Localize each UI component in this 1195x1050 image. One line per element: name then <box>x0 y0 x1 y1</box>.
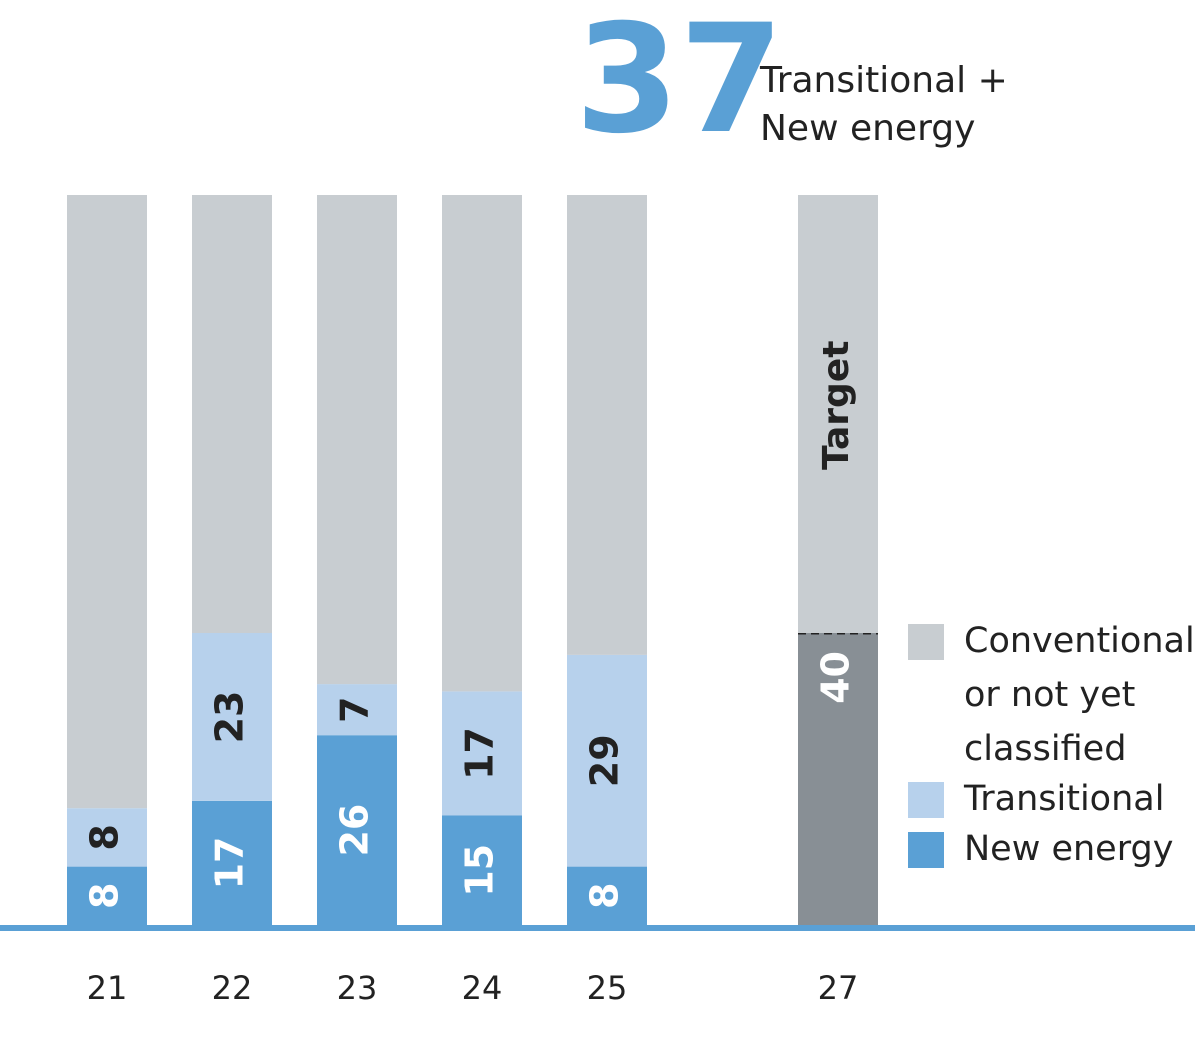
data-label: 8 <box>583 883 627 909</box>
bar-segment <box>442 195 522 692</box>
x-tick-label: 21 <box>87 969 128 1007</box>
legend-swatch <box>908 832 944 868</box>
x-tick-label: 24 <box>462 969 503 1007</box>
bar-segment <box>192 800 272 925</box>
data-label: 15 <box>458 844 502 897</box>
x-tick-label: 27 <box>818 969 859 1007</box>
bar-segment <box>567 654 647 867</box>
bar-segment <box>442 691 522 816</box>
data-label: 8 <box>83 883 127 909</box>
bar-segment <box>317 684 397 736</box>
bar-segment <box>67 866 147 925</box>
headline-text: New energy <box>760 108 975 149</box>
data-label: 26 <box>333 804 377 857</box>
data-label: 8 <box>83 824 127 850</box>
bar-segment <box>317 195 397 685</box>
legend-swatch <box>908 782 944 818</box>
legend-label: Conventional or not yet classified <box>964 621 1195 769</box>
legend-label: New energy <box>964 829 1174 869</box>
data-label: 29 <box>583 734 627 787</box>
legend-item: Conventional or not yet classified <box>908 621 1195 776</box>
bar-segment <box>798 195 878 633</box>
bar-segment <box>567 866 647 925</box>
legend-item: New energy <box>908 829 1195 876</box>
data-label: 40 <box>814 651 858 704</box>
data-label: 7 <box>333 696 377 722</box>
x-tick-label: 25 <box>587 969 628 1007</box>
bar-segment <box>67 808 147 867</box>
bar-segment <box>192 195 272 633</box>
bar-segment <box>567 195 647 655</box>
legend: Conventional or not yet classified Transi… <box>908 621 1195 880</box>
target-label: Target <box>816 341 857 470</box>
bar-segment <box>317 735 397 925</box>
headline-value: 37 <box>575 0 784 167</box>
legend-swatch <box>908 624 944 660</box>
legend-item: Transitional <box>908 779 1195 826</box>
bar-segment <box>67 195 147 809</box>
legend-label: Transitional <box>964 779 1165 819</box>
data-label: 23 <box>208 691 252 744</box>
data-label: 17 <box>458 727 502 780</box>
x-tick-label: 22 <box>212 969 253 1007</box>
bar-segment <box>442 815 522 925</box>
x-tick-label: 23 <box>337 969 378 1007</box>
target-bar <box>798 633 878 925</box>
data-label: 17 <box>208 837 252 890</box>
headline-text: Transitional + <box>759 60 1008 101</box>
bar-segment <box>192 633 272 801</box>
